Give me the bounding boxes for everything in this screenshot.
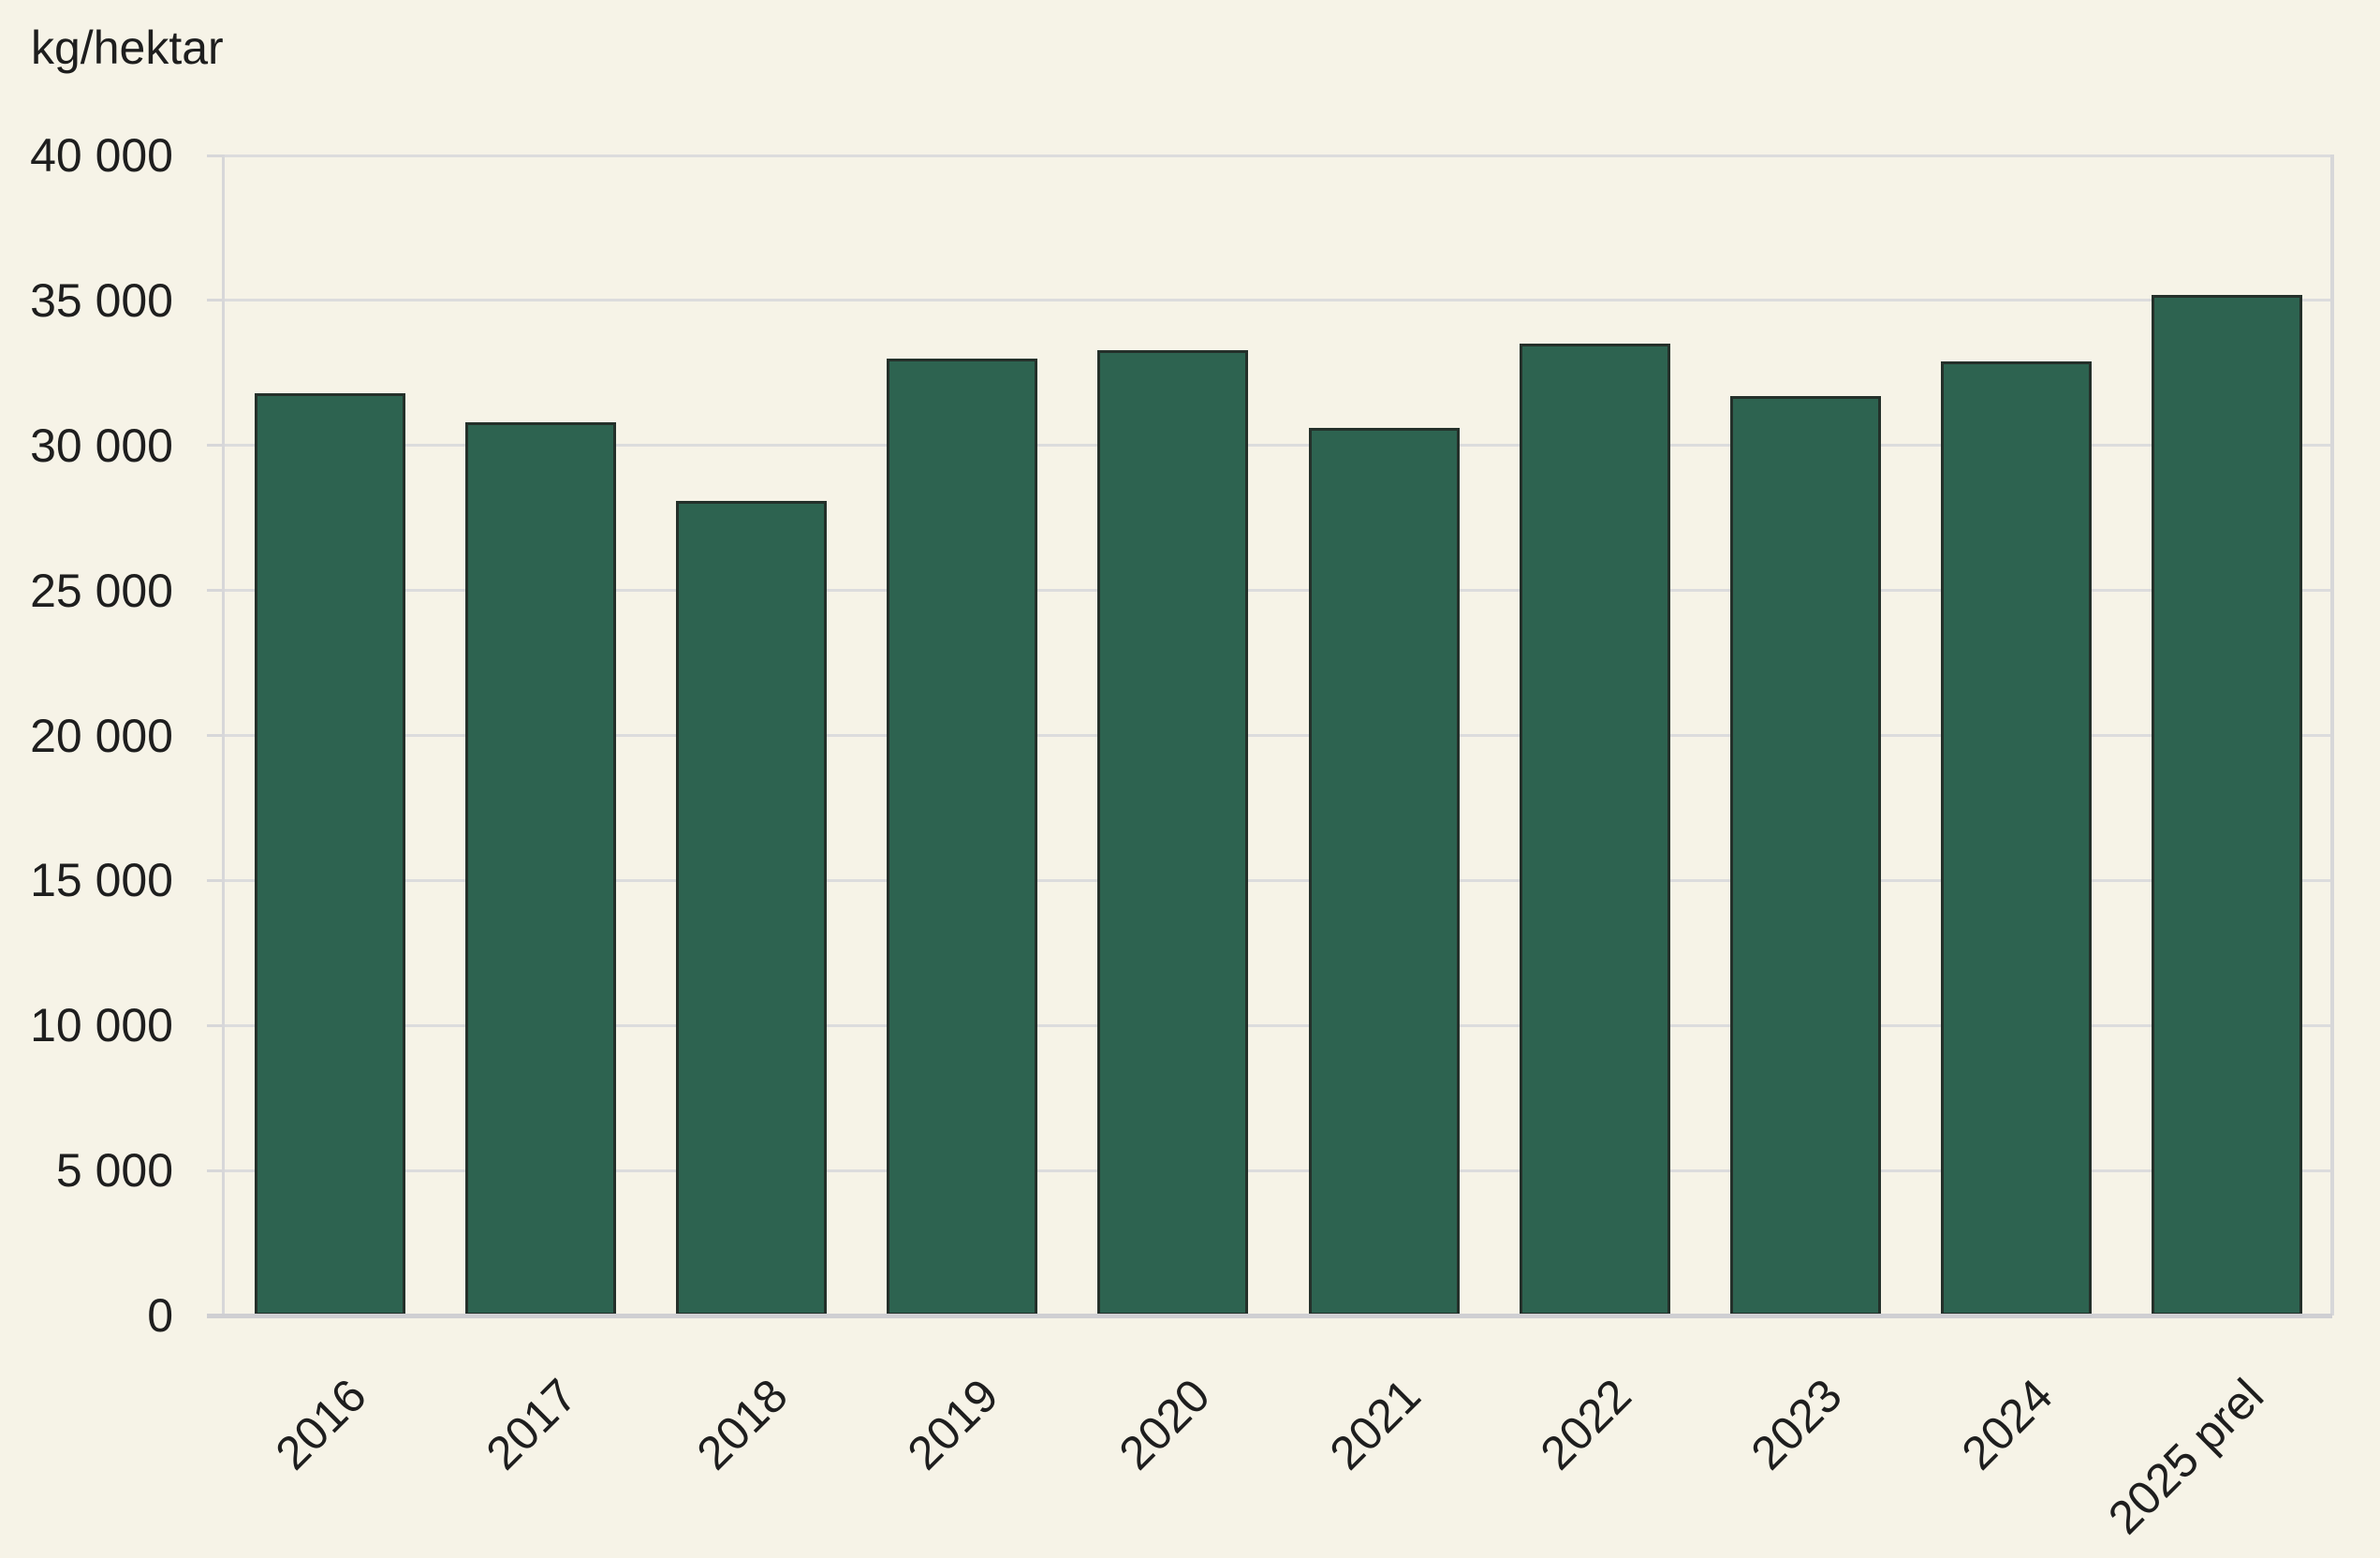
y-tick-label: 10 000 — [30, 999, 173, 1052]
y-tick-mark — [207, 589, 225, 593]
gridline — [225, 154, 2332, 157]
x-tick-label: 2020 — [1109, 1369, 1220, 1480]
y-tick-label: 30 000 — [30, 419, 173, 472]
y-tick-label: 0 — [147, 1289, 173, 1342]
y-tick-label: 15 000 — [30, 854, 173, 907]
y-tick-mark — [207, 734, 225, 737]
bar — [2152, 294, 2303, 1315]
bar — [1729, 396, 1881, 1315]
y-axis-line — [222, 155, 225, 1315]
y-tick-label: 40 000 — [30, 129, 173, 182]
y-tick-label: 20 000 — [30, 709, 173, 762]
gridline — [225, 734, 2332, 737]
y-tick-mark — [207, 299, 225, 302]
gridline — [225, 878, 2332, 882]
x-tick-label: 2019 — [897, 1369, 1009, 1480]
bar — [254, 392, 405, 1315]
gridline — [225, 589, 2332, 593]
bar — [464, 421, 616, 1315]
bar — [887, 358, 1038, 1315]
x-tick-label: 2021 — [1319, 1369, 1431, 1480]
bar — [1519, 344, 1670, 1315]
x-tick-label: 2024 — [1951, 1369, 2064, 1480]
bar — [1308, 428, 1460, 1315]
x-tick-label: 2017 — [476, 1369, 587, 1480]
x-tick-label: 2023 — [1741, 1369, 1853, 1480]
plot-right-border — [2330, 154, 2334, 1315]
x-tick-label: 2016 — [265, 1369, 376, 1480]
x-tick-label: 2018 — [686, 1369, 799, 1480]
bar — [1941, 360, 2093, 1315]
y-tick-label: 35 000 — [30, 273, 173, 327]
gridline — [225, 1023, 2332, 1027]
bar — [1097, 349, 1249, 1315]
y-tick-mark — [207, 1168, 225, 1172]
x-tick-label: 2022 — [1530, 1369, 1641, 1480]
x-tick-label: 2025 prel — [2098, 1369, 2274, 1545]
bar — [675, 500, 827, 1315]
gridline — [225, 1168, 2332, 1172]
gridline — [225, 444, 2332, 448]
y-tick-label: 5 000 — [55, 1144, 173, 1198]
y-tick-label: 25 000 — [30, 564, 173, 617]
y-tick-mark — [207, 444, 225, 448]
y-axis-unit-title: kg/hektar — [31, 22, 224, 74]
x-axis-baseline — [207, 1314, 2332, 1318]
gridline — [225, 299, 2332, 302]
y-tick-mark — [207, 154, 225, 157]
y-tick-mark — [207, 1023, 225, 1027]
y-tick-mark — [207, 878, 225, 882]
